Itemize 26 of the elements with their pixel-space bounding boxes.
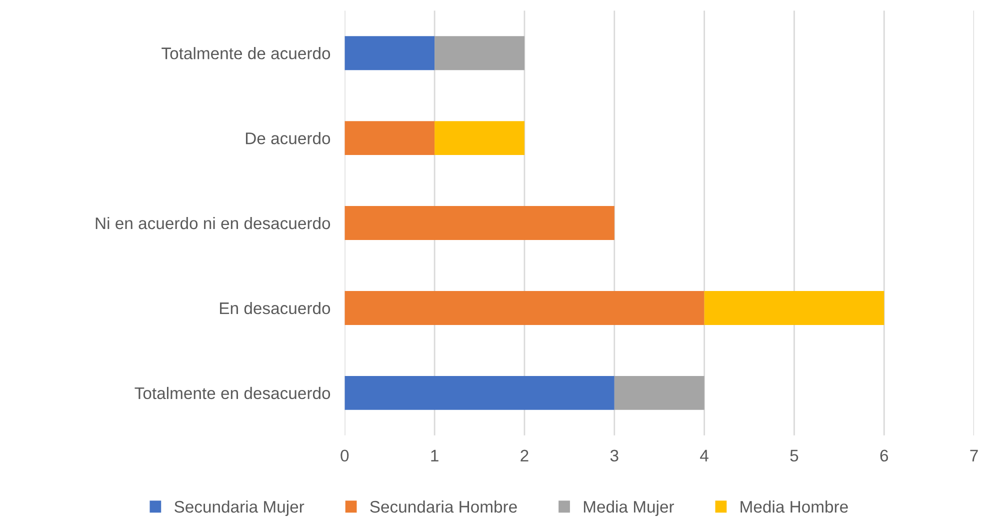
x-tick-label: 0 [340,450,349,462]
x-tick-label: 7 [970,450,978,462]
x-tick-label: 4 [700,450,708,462]
y-tick-label: Ni en acuerdo ni en desacuerdo [96,216,330,230]
y-tick-label: En desacuerdo [220,302,330,314]
bar [434,121,524,156]
x-tick-label: 6 [880,450,888,462]
bar [344,121,435,156]
x-tick-label: 5 [790,450,798,462]
bar [344,206,614,240]
bar [434,36,524,70]
bar [344,290,704,325]
bar [704,290,884,325]
legend-label: Media Mujer [584,500,674,516]
bar [344,36,435,70]
x-tick-label: 1 [431,450,438,462]
y-tick-label: Totalmente de acuerdo [162,47,330,60]
x-tick-label: 2 [520,450,528,462]
y-tick-label: Totalmente en desacuerdo [134,386,330,400]
bar [614,376,704,410]
x-tick-label: 3 [610,450,618,462]
legend-label: Media Hombre [740,500,848,513]
legend-label: Secundaria Hombre [370,500,517,513]
y-tick-label: De acuerdo [246,132,330,144]
legend-label: Secundaria Mujer [174,500,304,516]
bar [344,376,614,410]
